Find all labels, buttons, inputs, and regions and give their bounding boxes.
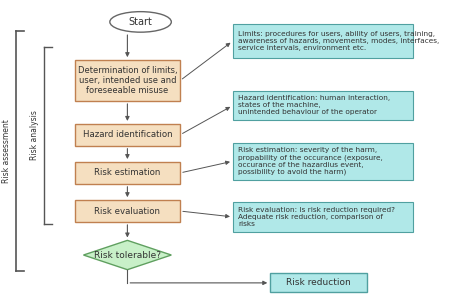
Text: Hazard identification: Hazard identification [82, 130, 172, 139]
Text: Start: Start [128, 17, 153, 27]
FancyBboxPatch shape [75, 200, 180, 222]
Text: Risk reduction: Risk reduction [286, 278, 351, 287]
FancyBboxPatch shape [75, 60, 180, 101]
FancyBboxPatch shape [233, 24, 413, 58]
Text: Hazard identification: human interaction,
states of the machine,
unintended beha: Hazard identification: human interaction… [238, 96, 390, 115]
Text: Limits: procedures for users, ability of users, training,
awareness of hazards, : Limits: procedures for users, ability of… [238, 31, 439, 51]
Ellipse shape [110, 12, 171, 32]
FancyBboxPatch shape [75, 162, 180, 184]
Text: Risk assessment: Risk assessment [2, 119, 11, 183]
FancyBboxPatch shape [270, 273, 367, 292]
Polygon shape [83, 240, 171, 270]
Text: Risk estimation: severity of the harm,
propability of the occurance (exposure,
o: Risk estimation: severity of the harm, p… [238, 147, 383, 175]
Text: Risk estimation: Risk estimation [94, 168, 161, 177]
Text: Risk tolerable?: Risk tolerable? [94, 250, 161, 260]
Text: Risk evaluation: Is risk reduction required?
Adequate risk reduction, comparison: Risk evaluation: Is risk reduction requi… [238, 207, 395, 227]
Text: Determination of limits,
user, intended use and
foreseeable misuse: Determination of limits, user, intended … [78, 66, 177, 95]
Text: Risk evaluation: Risk evaluation [94, 207, 160, 215]
FancyBboxPatch shape [233, 91, 413, 120]
FancyBboxPatch shape [75, 124, 180, 146]
FancyBboxPatch shape [233, 143, 413, 179]
FancyBboxPatch shape [233, 202, 413, 231]
Text: Risk analysis: Risk analysis [30, 111, 39, 160]
